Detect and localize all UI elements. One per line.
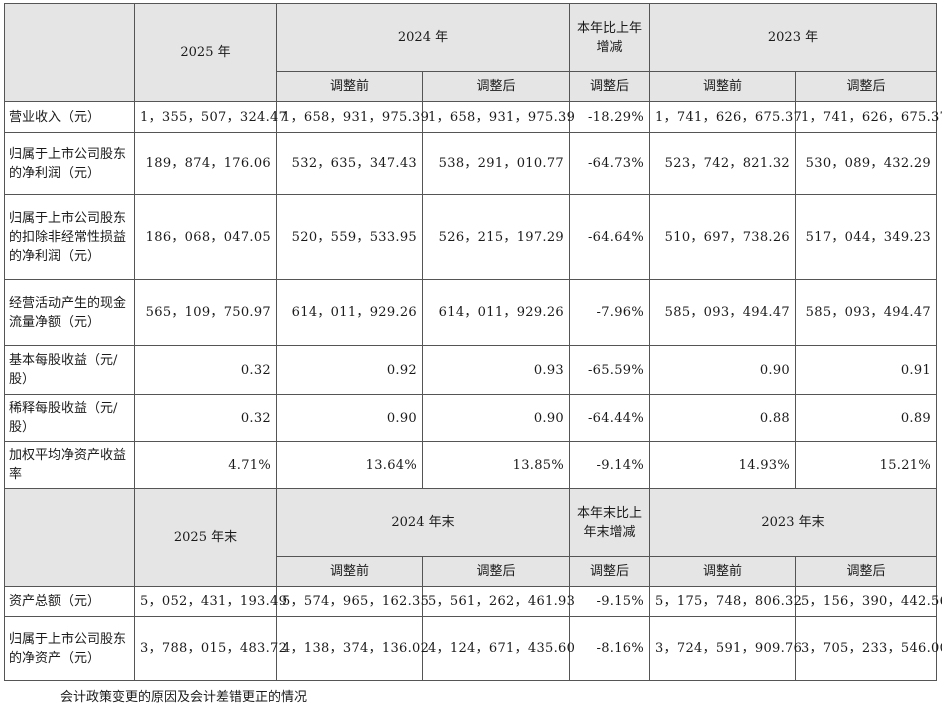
- row-label: 加权平均净资产收益率: [4, 441, 135, 489]
- cell-2023-before: 14.93%: [649, 441, 796, 489]
- cell-2025: 1，355，507，324.47: [134, 101, 287, 133]
- table-row: 经营活动产生的现金流量净额（元） 565，109，750.97 614，011，…: [4, 279, 937, 346]
- cell-change: -64.73%: [569, 132, 650, 195]
- cell-2025: 186，068，047.05: [134, 194, 277, 280]
- cell-2024-after: 4，124，671，435.60: [422, 616, 575, 681]
- cell-2023-after: 0.89: [795, 394, 937, 442]
- header-row-sub: 调整前 调整后 调整后 调整前 调整后: [5, 71, 937, 102]
- cell-2024-after: 526，215，197.29: [422, 194, 570, 280]
- cell-2024-after: 0.90: [422, 394, 570, 442]
- cell-2024-after: 5，561，262，461.93: [422, 586, 575, 617]
- cell-2025: 0.32: [134, 394, 277, 442]
- header-2024-before: 调整前: [276, 556, 423, 587]
- row-label: 稀释每股收益（元/股）: [4, 394, 135, 442]
- cell-2024-before: 4，138，374，136.02: [276, 616, 429, 681]
- header-row-years-end: 2025 年末 2024 年末 本年末比上年末增减 2023 年末: [4, 488, 937, 587]
- cell-change: -18.29%: [569, 101, 650, 133]
- cell-2023-before: 0.88: [649, 394, 796, 442]
- cell-2024-before: 0.90: [276, 394, 423, 442]
- header-change: 本年比上年增减: [569, 3, 650, 72]
- cell-2023-after: 1，741，626，675.37: [795, 101, 942, 133]
- cell-2023-after: 3，705，233，546.00: [795, 616, 942, 681]
- cell-2023-before: 510，697，738.26: [649, 194, 796, 280]
- header-2024-before: 调整前: [276, 71, 423, 102]
- cell-2024-after: 538，291，010.77: [422, 132, 570, 195]
- cell-2024-before: 1，658，931，975.39: [276, 101, 429, 133]
- cell-2023-before: 5，175，748，806.32: [649, 586, 802, 617]
- cell-2023-before: 0.90: [649, 345, 796, 395]
- cell-2025: 3，788，015，483.72: [134, 616, 287, 681]
- header-2024-after: 调整后: [422, 71, 570, 102]
- cell-2024-before: 532，635，347.43: [276, 132, 423, 195]
- cell-2025: 189，874，176.06: [134, 132, 277, 195]
- header-2025: 2025 年: [134, 3, 277, 102]
- header-change-end: 本年末比上年末增减: [569, 488, 650, 557]
- row-label: 归属于上市公司股东的净资产（元）: [4, 616, 135, 681]
- cell-2024-before: 13.64%: [276, 441, 423, 489]
- cell-change: -9.15%: [569, 586, 650, 617]
- header-change-after: 调整后: [569, 71, 650, 102]
- header-blank-cell: [4, 488, 135, 587]
- header-2023: 2023 年: [649, 3, 937, 72]
- footnote-text: 会计政策变更的原因及会计差错更正的情况: [60, 690, 308, 705]
- row-label: 营业收入（元）: [4, 101, 135, 133]
- cell-2025: 4.71%: [134, 441, 277, 489]
- header-2023-before: 调整前: [649, 556, 796, 587]
- cell-change: -65.59%: [569, 345, 650, 395]
- cell-2024-before: 5，574，965，162.35: [276, 586, 429, 617]
- cell-change: -64.44%: [569, 394, 650, 442]
- table-row: 基本每股收益（元/股） 0.32 0.92 0.93 -65.59% 0.90 …: [4, 345, 937, 395]
- table-row: 归属于上市公司股东的净利润（元） 189，874，176.06 532，635，…: [4, 132, 937, 195]
- row-label: 资产总额（元）: [4, 586, 135, 617]
- table-row: 归属于上市公司股东的净资产（元） 3，788，015，483.72 4，138，…: [4, 616, 942, 681]
- table-row: 加权平均净资产收益率 4.71% 13.64% 13.85% -9.14% 14…: [4, 441, 937, 489]
- cell-2023-before: 585，093，494.47: [649, 279, 796, 346]
- cell-2023-after: 530，089，432.29: [795, 132, 937, 195]
- cell-2024-after: 0.93: [422, 345, 570, 395]
- header-blank-cell: [4, 3, 135, 102]
- table-row: 营业收入（元） 1，355，507，324.47 1，658，931，975.3…: [4, 101, 942, 133]
- cell-2023-after: 0.91: [795, 345, 937, 395]
- cell-2024-after: 1，658，931，975.39: [422, 101, 575, 133]
- cell-2024-after: 614，011，929.26: [422, 279, 570, 346]
- header-row-sub-end: 调整前 调整后 调整后 调整前 调整后: [5, 556, 937, 587]
- financial-indicators-table: 2025 年 2024 年 本年比上年增减 2023 年 调整前 调整后 调整后…: [4, 3, 942, 681]
- table-row: 稀释每股收益（元/股） 0.32 0.90 0.90 -64.44% 0.88 …: [4, 394, 937, 442]
- header-row-years: 2025 年 2024 年 本年比上年增减 2023 年: [4, 3, 937, 102]
- cell-change: -7.96%: [569, 279, 650, 346]
- header-2023-after: 调整后: [795, 556, 937, 587]
- header-2024: 2024 年: [276, 3, 570, 72]
- cell-2023-after: 585，093，494.47: [795, 279, 937, 346]
- cell-2024-before: 0.92: [276, 345, 423, 395]
- cell-change: -9.14%: [569, 441, 650, 489]
- header-2023-after: 调整后: [795, 71, 937, 102]
- header-2024-after: 调整后: [422, 556, 570, 587]
- cell-2024-before: 520，559，533.95: [276, 194, 423, 280]
- table-row: 归属于上市公司股东的扣除非经常性损益的净利润（元） 186，068，047.05…: [4, 194, 937, 280]
- header-2023-before: 调整前: [649, 71, 796, 102]
- cell-2023-after: 15.21%: [795, 441, 937, 489]
- cell-change: -8.16%: [569, 616, 650, 681]
- cell-2024-after: 13.85%: [422, 441, 570, 489]
- row-label: 归属于上市公司股东的扣除非经常性损益的净利润（元）: [4, 194, 135, 280]
- cell-change: -64.64%: [569, 194, 650, 280]
- row-label: 经营活动产生的现金流量净额（元）: [4, 279, 135, 346]
- header-2025-end: 2025 年末: [134, 488, 277, 587]
- table-row: 资产总额（元） 5，052，431，193.49 5，574，965，162.3…: [4, 586, 942, 617]
- cell-2025: 0.32: [134, 345, 277, 395]
- header-2024-end: 2024 年末: [276, 488, 570, 557]
- header-change-after: 调整后: [569, 556, 650, 587]
- cell-2023-after: 517，044，349.23: [795, 194, 937, 280]
- cell-2024-before: 614，011，929.26: [276, 279, 423, 346]
- cell-2023-before: 1，741，626，675.37: [649, 101, 802, 133]
- row-label: 基本每股收益（元/股）: [4, 345, 135, 395]
- cell-2023-before: 523，742，821.32: [649, 132, 796, 195]
- row-label: 归属于上市公司股东的净利润（元）: [4, 132, 135, 195]
- header-2023-end: 2023 年末: [649, 488, 937, 557]
- cell-2025: 565，109，750.97: [134, 279, 277, 346]
- cell-2023-after: 5，156，390，442.56: [795, 586, 942, 617]
- cell-2025: 5，052，431，193.49: [134, 586, 287, 617]
- cell-2023-before: 3，724，591，909.76: [649, 616, 802, 681]
